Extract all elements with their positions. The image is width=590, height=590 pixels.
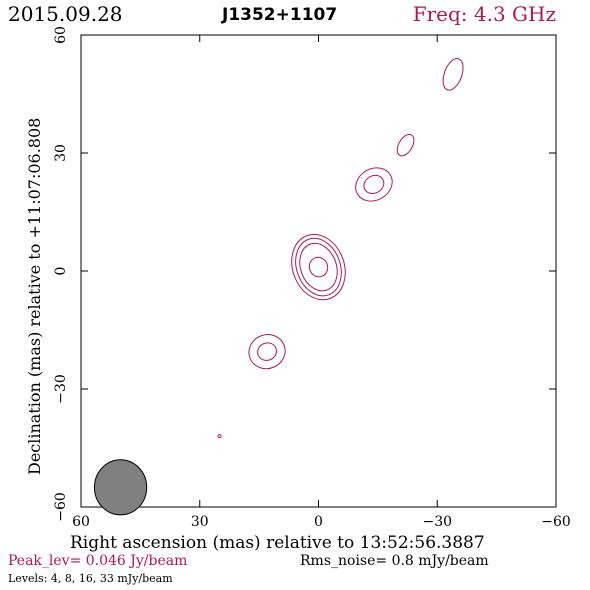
y-tick-label: −30 bbox=[53, 374, 69, 404]
contour-4-level-4 bbox=[396, 133, 415, 157]
x-tick-label: 0 bbox=[314, 514, 323, 530]
contour-0-level-16 bbox=[299, 242, 338, 292]
contour-5-level-4 bbox=[217, 434, 222, 439]
axis-ticks: 60 30 0 −30 −60 −60 −30 0 30 60 bbox=[53, 26, 571, 530]
y-tick-label: −60 bbox=[53, 492, 69, 522]
contour-0-level-4 bbox=[291, 233, 346, 301]
rms-noise: Rms_noise= 0.8 mJy/beam bbox=[300, 553, 489, 569]
contour-2-level-8 bbox=[257, 342, 277, 361]
peak-level: Peak_lev= 0.046 Jy/beam bbox=[8, 553, 188, 569]
contour-3-level-4 bbox=[442, 58, 464, 91]
contour-1-level-4 bbox=[355, 167, 393, 202]
x-axis-label: Right ascension (mas) relative to 13:52:… bbox=[70, 533, 485, 553]
y-tick-label: 0 bbox=[53, 267, 69, 276]
y-tick-label: 60 bbox=[53, 26, 69, 44]
contour-0-level-33 bbox=[308, 256, 329, 278]
source-name: J1352+1107 bbox=[222, 5, 338, 25]
contour-group bbox=[217, 58, 464, 439]
beam-group bbox=[93, 459, 148, 516]
beam-ellipse bbox=[93, 459, 148, 516]
frequency-label: Freq: 4.3 GHz bbox=[412, 2, 556, 26]
x-tick-label: 30 bbox=[191, 514, 209, 530]
contour-levels: Levels: 4, 8, 16, 33 mJy/beam bbox=[8, 572, 173, 585]
y-tick-label: 30 bbox=[53, 144, 69, 162]
observation-date: 2015.09.28 bbox=[8, 2, 123, 26]
x-tick-label: −30 bbox=[422, 514, 452, 530]
x-tick-label: −60 bbox=[541, 514, 571, 530]
plot-frame bbox=[80, 34, 557, 508]
contour-2-level-4 bbox=[248, 334, 286, 370]
x-tick-label: 60 bbox=[72, 514, 90, 530]
contour-0-level-8 bbox=[295, 237, 342, 297]
y-axis-label: Declination (mas) relative to +11:07:06.… bbox=[25, 118, 44, 475]
contour-1-level-8 bbox=[363, 174, 385, 195]
